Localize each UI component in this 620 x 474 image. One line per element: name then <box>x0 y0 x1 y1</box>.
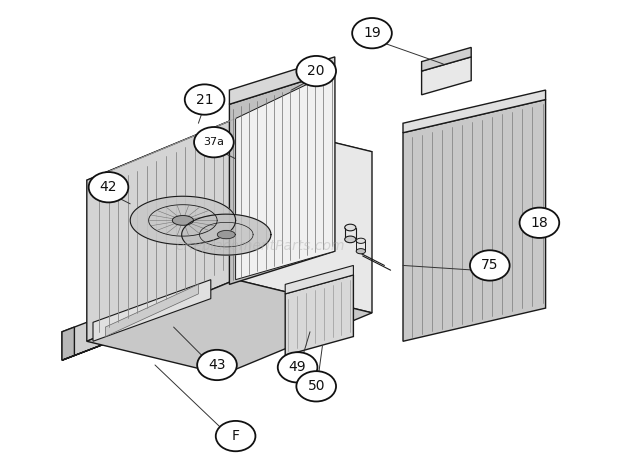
Polygon shape <box>285 275 353 356</box>
Polygon shape <box>87 118 372 213</box>
Polygon shape <box>105 284 198 337</box>
Text: 49: 49 <box>289 360 306 374</box>
Circle shape <box>278 352 317 383</box>
Ellipse shape <box>345 224 356 231</box>
Polygon shape <box>62 294 236 360</box>
Text: 18: 18 <box>531 216 548 230</box>
Polygon shape <box>93 280 211 341</box>
Circle shape <box>194 127 234 157</box>
Polygon shape <box>285 265 353 294</box>
Circle shape <box>520 208 559 238</box>
Circle shape <box>197 350 237 380</box>
Circle shape <box>296 56 336 86</box>
Polygon shape <box>172 216 193 225</box>
Text: 50: 50 <box>308 379 325 393</box>
Text: 37a: 37a <box>203 137 224 147</box>
Polygon shape <box>403 90 546 133</box>
Polygon shape <box>229 71 335 284</box>
Polygon shape <box>130 196 236 245</box>
Polygon shape <box>182 214 271 255</box>
Text: 20: 20 <box>308 64 325 78</box>
Polygon shape <box>236 118 372 313</box>
Text: eReplacementParts.com: eReplacementParts.com <box>175 239 345 254</box>
Polygon shape <box>87 118 236 341</box>
Polygon shape <box>403 100 546 341</box>
Text: 19: 19 <box>363 26 381 40</box>
Circle shape <box>185 84 224 115</box>
Polygon shape <box>62 265 236 360</box>
Polygon shape <box>236 71 335 280</box>
Polygon shape <box>87 280 372 374</box>
Polygon shape <box>62 327 74 360</box>
Ellipse shape <box>356 238 365 244</box>
Polygon shape <box>422 47 471 71</box>
Text: 21: 21 <box>196 92 213 107</box>
Text: 75: 75 <box>481 258 498 273</box>
Polygon shape <box>218 230 235 239</box>
Circle shape <box>296 371 336 401</box>
Circle shape <box>89 172 128 202</box>
Text: 42: 42 <box>100 180 117 194</box>
Circle shape <box>352 18 392 48</box>
Circle shape <box>470 250 510 281</box>
Polygon shape <box>229 57 335 104</box>
Polygon shape <box>422 57 471 95</box>
Text: F: F <box>232 429 239 443</box>
Text: 43: 43 <box>208 358 226 372</box>
Ellipse shape <box>345 236 356 243</box>
Circle shape <box>216 421 255 451</box>
Ellipse shape <box>356 248 365 254</box>
